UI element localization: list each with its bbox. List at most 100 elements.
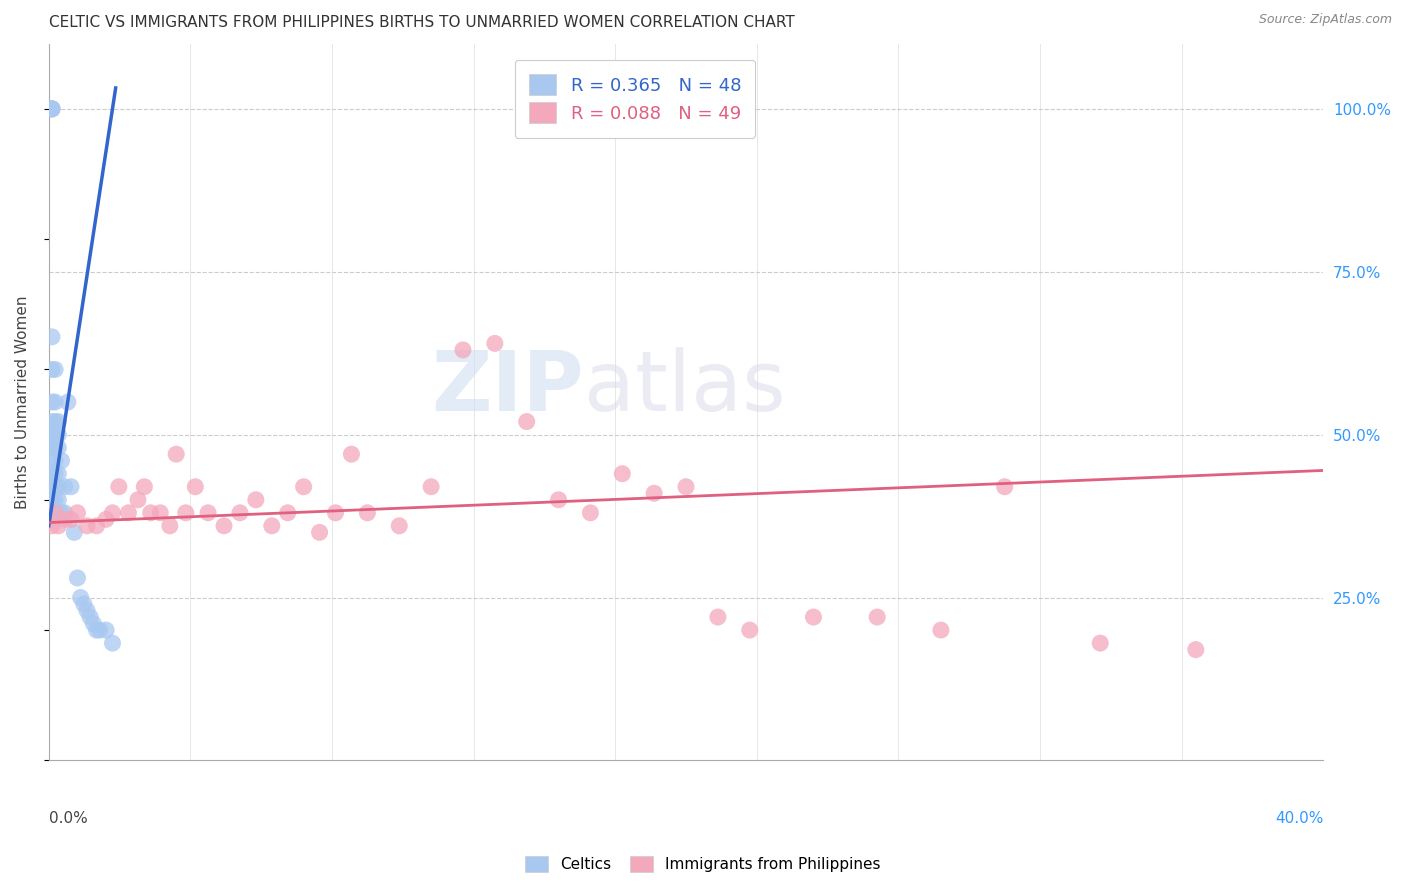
- Point: [41, 102, 63, 116]
- Point: [643, 486, 665, 500]
- Point: [46, 492, 69, 507]
- Point: [41, 492, 63, 507]
- Point: [866, 610, 889, 624]
- Point: [484, 336, 506, 351]
- Point: [76, 603, 98, 617]
- Point: [46, 467, 69, 481]
- Point: [53, 480, 76, 494]
- Point: [44, 362, 66, 376]
- Point: [277, 506, 299, 520]
- Point: [86, 518, 108, 533]
- Point: [229, 506, 252, 520]
- Point: [1090, 636, 1112, 650]
- Text: 0.0%: 0.0%: [49, 811, 87, 826]
- Point: [41, 102, 63, 116]
- Point: [38, 102, 60, 116]
- Point: [803, 610, 825, 624]
- Point: [101, 636, 124, 650]
- Text: 40.0%: 40.0%: [1275, 811, 1323, 826]
- Point: [46, 441, 69, 455]
- Point: [184, 480, 207, 494]
- Point: [108, 480, 131, 494]
- Point: [66, 571, 89, 585]
- Point: [44, 480, 66, 494]
- Text: CELTIC VS IMMIGRANTS FROM PHILIPPINES BIRTHS TO UNMARRIED WOMEN CORRELATION CHAR: CELTIC VS IMMIGRANTS FROM PHILIPPINES BI…: [49, 15, 794, 30]
- Point: [929, 623, 952, 637]
- Point: [579, 506, 602, 520]
- Point: [197, 506, 219, 520]
- Point: [44, 395, 66, 409]
- Point: [41, 362, 63, 376]
- Point: [159, 518, 181, 533]
- Legend: Celtics, Immigrants from Philippines: Celtics, Immigrants from Philippines: [517, 848, 889, 880]
- Point: [44, 467, 66, 481]
- Point: [547, 492, 569, 507]
- Point: [308, 525, 330, 540]
- Point: [451, 343, 474, 357]
- Point: [41, 395, 63, 409]
- Point: [260, 518, 283, 533]
- Point: [41, 441, 63, 455]
- Text: Source: ZipAtlas.com: Source: ZipAtlas.com: [1258, 13, 1392, 27]
- Point: [165, 447, 187, 461]
- Point: [134, 480, 156, 494]
- Point: [325, 506, 347, 520]
- Point: [738, 623, 761, 637]
- Point: [82, 616, 104, 631]
- Point: [56, 395, 79, 409]
- Point: [516, 415, 538, 429]
- Point: [149, 506, 172, 520]
- Point: [1185, 642, 1208, 657]
- Point: [44, 492, 66, 507]
- Point: [41, 453, 63, 467]
- Point: [44, 506, 66, 520]
- Point: [388, 518, 411, 533]
- Point: [174, 506, 197, 520]
- Point: [76, 518, 98, 533]
- Point: [86, 623, 108, 637]
- Point: [117, 506, 139, 520]
- Y-axis label: Births to Unmarried Women: Births to Unmarried Women: [15, 295, 30, 508]
- Point: [51, 506, 73, 520]
- Point: [127, 492, 149, 507]
- Point: [41, 427, 63, 442]
- Point: [60, 480, 83, 494]
- Point: [44, 427, 66, 442]
- Point: [41, 467, 63, 481]
- Point: [79, 610, 101, 624]
- Point: [612, 467, 634, 481]
- Point: [51, 453, 73, 467]
- Point: [41, 480, 63, 494]
- Point: [46, 480, 69, 494]
- Point: [994, 480, 1017, 494]
- Point: [46, 518, 69, 533]
- Text: atlas: atlas: [583, 347, 786, 428]
- Point: [340, 447, 363, 461]
- Point: [60, 512, 83, 526]
- Point: [44, 453, 66, 467]
- Point: [41, 415, 63, 429]
- Point: [420, 480, 443, 494]
- Point: [46, 427, 69, 442]
- Point: [675, 480, 697, 494]
- Point: [292, 480, 315, 494]
- Legend: R = 0.365   N = 48, R = 0.088   N = 49: R = 0.365 N = 48, R = 0.088 N = 49: [515, 60, 755, 137]
- Point: [41, 102, 63, 116]
- Point: [94, 512, 117, 526]
- Point: [707, 610, 730, 624]
- Point: [53, 506, 76, 520]
- Point: [41, 518, 63, 533]
- Point: [53, 512, 76, 526]
- Point: [46, 415, 69, 429]
- Point: [101, 506, 124, 520]
- Point: [245, 492, 267, 507]
- Point: [63, 525, 86, 540]
- Point: [89, 623, 111, 637]
- Point: [356, 506, 378, 520]
- Point: [73, 597, 96, 611]
- Point: [44, 506, 66, 520]
- Point: [94, 623, 117, 637]
- Point: [139, 506, 162, 520]
- Point: [66, 506, 89, 520]
- Point: [69, 591, 91, 605]
